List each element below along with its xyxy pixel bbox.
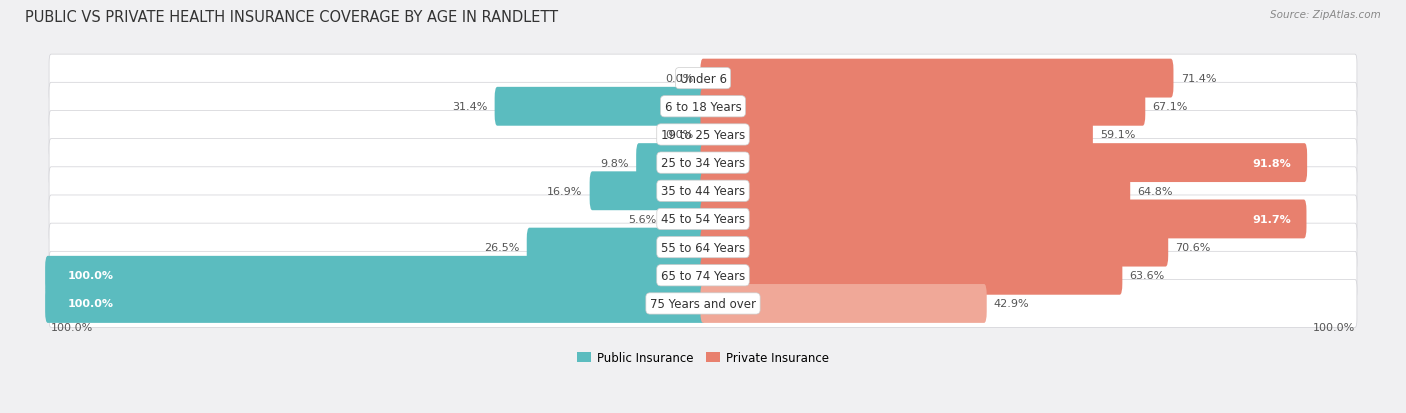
Text: 42.9%: 42.9% bbox=[994, 299, 1029, 309]
Text: 31.4%: 31.4% bbox=[453, 102, 488, 112]
Text: 64.8%: 64.8% bbox=[1137, 186, 1173, 196]
Legend: Public Insurance, Private Insurance: Public Insurance, Private Insurance bbox=[572, 347, 834, 369]
FancyBboxPatch shape bbox=[527, 228, 706, 267]
Text: 25 to 34 Years: 25 to 34 Years bbox=[661, 157, 745, 170]
Text: 65 to 74 Years: 65 to 74 Years bbox=[661, 269, 745, 282]
FancyBboxPatch shape bbox=[664, 200, 706, 239]
Text: 5.6%: 5.6% bbox=[628, 214, 657, 224]
Text: 63.6%: 63.6% bbox=[1129, 271, 1164, 280]
Text: 91.7%: 91.7% bbox=[1251, 214, 1291, 224]
FancyBboxPatch shape bbox=[49, 139, 1357, 187]
FancyBboxPatch shape bbox=[49, 111, 1357, 159]
Text: 19 to 25 Years: 19 to 25 Years bbox=[661, 128, 745, 142]
Text: 100.0%: 100.0% bbox=[67, 299, 114, 309]
Text: 100.0%: 100.0% bbox=[1313, 323, 1355, 332]
FancyBboxPatch shape bbox=[49, 280, 1357, 328]
Text: PUBLIC VS PRIVATE HEALTH INSURANCE COVERAGE BY AGE IN RANDLETT: PUBLIC VS PRIVATE HEALTH INSURANCE COVER… bbox=[25, 10, 558, 25]
Text: 35 to 44 Years: 35 to 44 Years bbox=[661, 185, 745, 198]
Text: Under 6: Under 6 bbox=[679, 72, 727, 85]
Text: 71.4%: 71.4% bbox=[1181, 74, 1216, 84]
Text: 16.9%: 16.9% bbox=[547, 186, 582, 196]
FancyBboxPatch shape bbox=[700, 116, 1092, 154]
Text: 75 Years and over: 75 Years and over bbox=[650, 297, 756, 310]
Text: 9.8%: 9.8% bbox=[600, 158, 628, 168]
FancyBboxPatch shape bbox=[700, 228, 1168, 267]
FancyBboxPatch shape bbox=[49, 55, 1357, 103]
FancyBboxPatch shape bbox=[700, 256, 1122, 295]
Text: 0.0%: 0.0% bbox=[665, 74, 693, 84]
Text: 70.6%: 70.6% bbox=[1175, 242, 1211, 252]
Text: 0.0%: 0.0% bbox=[665, 130, 693, 140]
FancyBboxPatch shape bbox=[700, 59, 1174, 98]
FancyBboxPatch shape bbox=[45, 256, 706, 295]
FancyBboxPatch shape bbox=[700, 88, 1146, 126]
FancyBboxPatch shape bbox=[49, 252, 1357, 299]
Text: Source: ZipAtlas.com: Source: ZipAtlas.com bbox=[1270, 10, 1381, 20]
FancyBboxPatch shape bbox=[495, 88, 706, 126]
Text: 6 to 18 Years: 6 to 18 Years bbox=[665, 100, 741, 114]
Text: 45 to 54 Years: 45 to 54 Years bbox=[661, 213, 745, 226]
FancyBboxPatch shape bbox=[45, 284, 706, 323]
Text: 100.0%: 100.0% bbox=[51, 323, 93, 332]
FancyBboxPatch shape bbox=[700, 200, 1306, 239]
Text: 67.1%: 67.1% bbox=[1153, 102, 1188, 112]
FancyBboxPatch shape bbox=[49, 83, 1357, 131]
FancyBboxPatch shape bbox=[700, 284, 987, 323]
Text: 91.8%: 91.8% bbox=[1253, 158, 1291, 168]
FancyBboxPatch shape bbox=[49, 167, 1357, 215]
FancyBboxPatch shape bbox=[700, 144, 1308, 183]
FancyBboxPatch shape bbox=[700, 172, 1130, 211]
Text: 100.0%: 100.0% bbox=[67, 271, 114, 280]
Text: 59.1%: 59.1% bbox=[1099, 130, 1136, 140]
FancyBboxPatch shape bbox=[49, 223, 1357, 271]
FancyBboxPatch shape bbox=[49, 195, 1357, 243]
Text: 55 to 64 Years: 55 to 64 Years bbox=[661, 241, 745, 254]
Text: 26.5%: 26.5% bbox=[484, 242, 520, 252]
FancyBboxPatch shape bbox=[636, 144, 706, 183]
FancyBboxPatch shape bbox=[589, 172, 706, 211]
